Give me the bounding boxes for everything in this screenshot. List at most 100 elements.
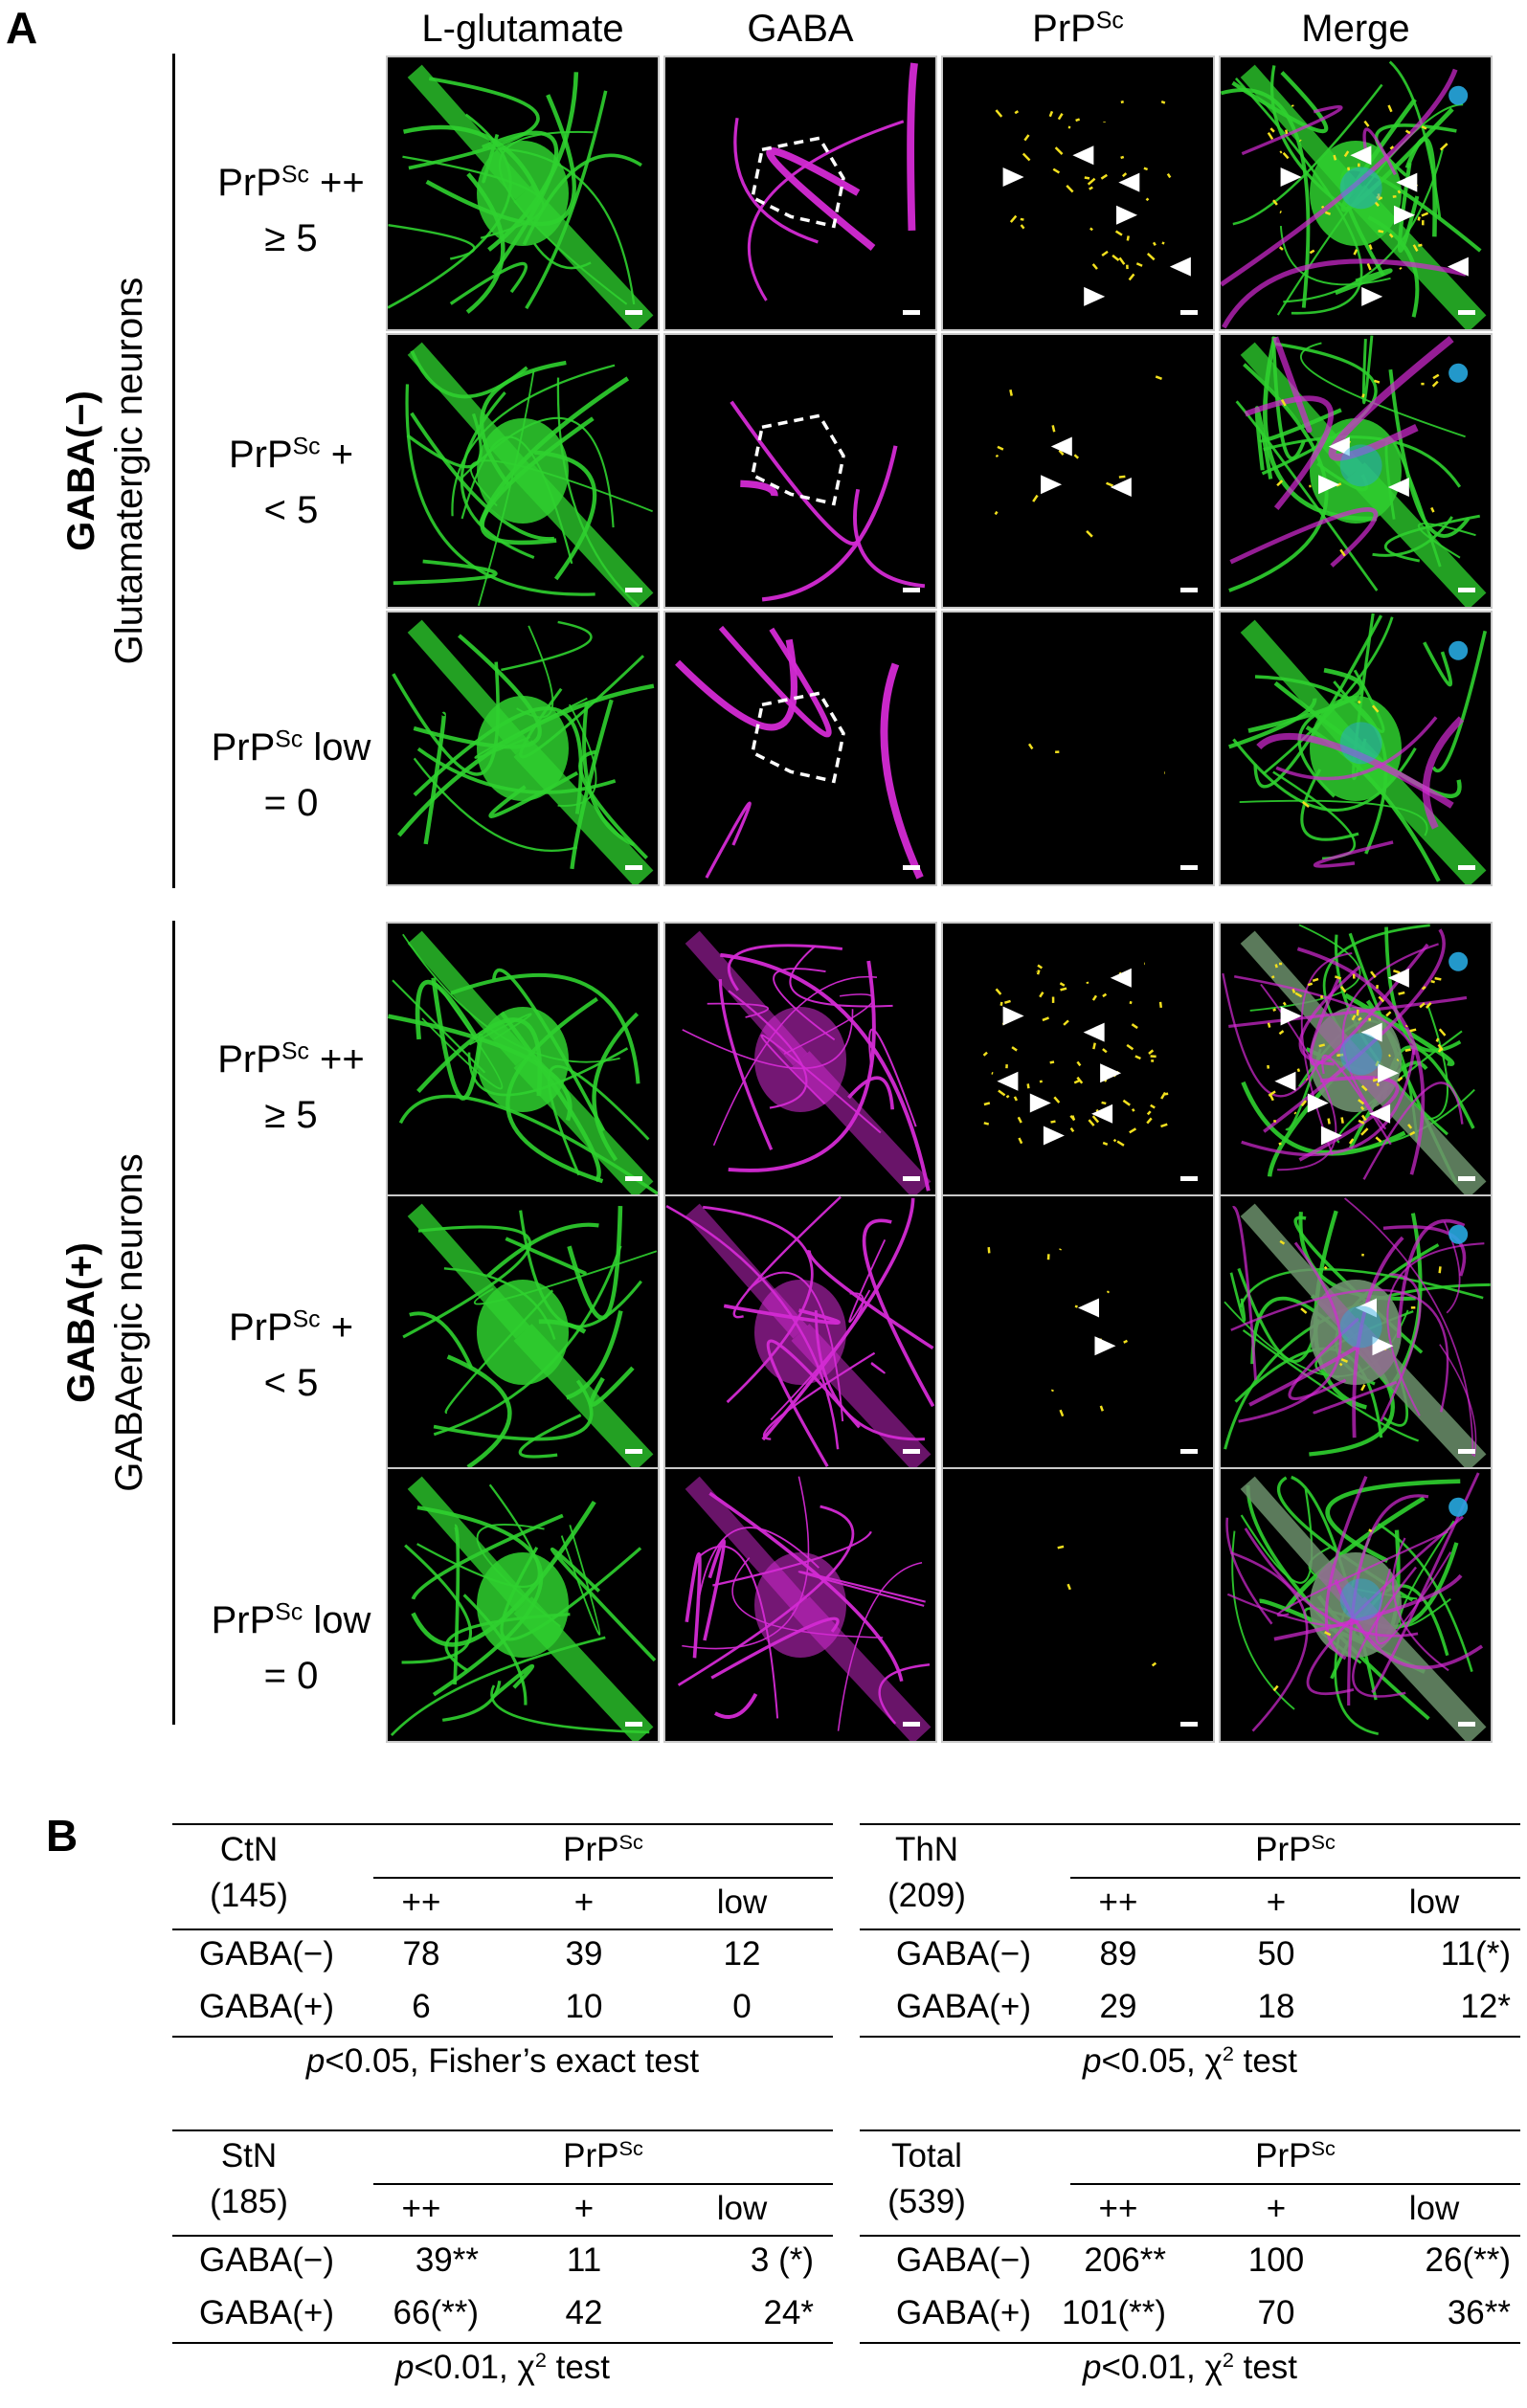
micrograph-gaba-row2 [665, 335, 935, 607]
micrograph-image [1221, 924, 1491, 1195]
column-header-merge: Merge [1301, 8, 1410, 50]
subheader: low [1408, 1884, 1460, 1921]
table-cell: 101(**) [1062, 2294, 1166, 2331]
micrograph-image [1221, 1469, 1491, 1741]
micrograph-glutamate-row6 [388, 1469, 658, 1741]
column-header-prpsc: PrPSc [1032, 8, 1124, 50]
micrograph-image [388, 613, 658, 884]
table-cell: 24* [763, 2294, 814, 2331]
group-subtitle: Glutamatergic neurons [108, 277, 150, 665]
subheader: low [716, 1884, 768, 1921]
micrograph-glutamate-row4 [388, 924, 658, 1195]
micrograph-glutamate-row1 [388, 57, 658, 329]
table-cell: 70 [1257, 2294, 1295, 2331]
micrograph-image [665, 613, 935, 884]
micrograph-image [943, 613, 1213, 884]
table-cell: 66(**) [393, 2294, 479, 2331]
column-header-gaba: GABA [747, 8, 854, 50]
group-bracket-gaba-pos [172, 921, 175, 1725]
table-cell: 0 [732, 1988, 752, 2025]
table-count: (209) [887, 1877, 966, 1914]
group-title: GABA(+) [60, 1242, 102, 1403]
table-cell: 11 [566, 2241, 602, 2279]
row-label-g1-r3: PrPSc low = 0 [211, 726, 371, 824]
row-label-g1-r2: PrPSc + < 5 [228, 434, 354, 531]
panel-b-letter: B [46, 1811, 79, 1861]
micrograph-glutamate-row5 [388, 1196, 658, 1468]
table-cell: 11(*) [1440, 1935, 1511, 1973]
group-label-gaba-neg: GABA(−) Glutamatergic neurons [38, 107, 172, 835]
micrograph-image [388, 924, 658, 1195]
table-count: (539) [887, 2183, 966, 2220]
micrograph-prpsc-row3 [943, 613, 1213, 884]
micrograph-image [665, 924, 935, 1195]
table-cell: 39 [565, 1935, 603, 1973]
subheader: + [1266, 2190, 1287, 2227]
subheader: low [1408, 2190, 1460, 2227]
micrograph-prpsc-row6 [943, 1469, 1213, 1741]
micrograph-prpsc-row1 [943, 57, 1213, 329]
row-label: GABA(−) [199, 1935, 335, 1973]
table-test-note: p<0.01, χ2 test [394, 2348, 611, 2386]
table-cell: 50 [1257, 1935, 1295, 1973]
row-label: GABA(+) [199, 1988, 335, 2025]
micrograph-image [1221, 57, 1491, 329]
micrograph-prpsc-row5 [943, 1196, 1213, 1468]
stats-table-stn: StN (185) PrPSc ++ + low GABA(−) 39** 11… [172, 2129, 833, 2407]
row-label: GABA(−) [896, 2241, 1032, 2279]
micrograph-image [388, 1196, 658, 1468]
micrograph-prpsc-row2 [943, 335, 1213, 607]
table-cell: 18 [1257, 1988, 1295, 2025]
table-header-prpsc: PrPSc [1255, 2136, 1336, 2174]
table-cell: 12 [723, 1935, 761, 1973]
micrograph-image [1221, 613, 1491, 884]
micrograph-merge-row1 [1221, 57, 1491, 329]
micrograph-image [388, 1469, 658, 1741]
micrograph-gaba-row4 [665, 924, 935, 1195]
table-cell: 206** [1084, 2241, 1166, 2279]
micrograph-image [665, 1196, 935, 1468]
subheader: + [573, 2190, 595, 2227]
table-cell: 26(**) [1425, 2241, 1511, 2279]
table-cell: 42 [565, 2294, 603, 2331]
micrograph-merge-row4 [1221, 924, 1491, 1195]
row-label-g2-r3: PrPSc low = 0 [211, 1599, 371, 1697]
row-label: GABA(+) [896, 2294, 1032, 2331]
row-label: GABA(+) [896, 1988, 1032, 2025]
group-bracket-gaba-neg [172, 54, 175, 888]
table-region: CtN [219, 1831, 279, 1868]
subheader: ++ [401, 1884, 441, 1921]
table-cell: 12* [1460, 1988, 1511, 2025]
table-cell: 36** [1447, 2294, 1511, 2331]
micrograph-image [943, 1469, 1213, 1741]
micrograph-merge-row5 [1221, 1196, 1491, 1468]
table-count: (145) [210, 1877, 288, 1914]
micrograph-merge-row6 [1221, 1469, 1491, 1741]
table-region: ThN [894, 1831, 959, 1868]
table-cell: 10 [565, 1988, 603, 2025]
table-region: Total [891, 2137, 962, 2174]
table-cell: 89 [1099, 1935, 1137, 1973]
subheader: + [573, 1884, 595, 1921]
micrograph-image [943, 57, 1213, 329]
column-header-glutamate: L-glutamate [421, 8, 624, 50]
micrograph-glutamate-row2 [388, 335, 658, 607]
row-label-g2-r2: PrPSc + < 5 [228, 1306, 354, 1404]
micrograph-image [943, 335, 1213, 607]
group-subtitle: GABAergic neurons [108, 1153, 150, 1492]
row-label: GABA(−) [199, 2241, 335, 2279]
micrograph-image [665, 57, 935, 329]
table-header-prpsc: PrPSc [563, 1830, 643, 1868]
table-region: StN [220, 2137, 278, 2174]
table-header-prpsc: PrPSc [563, 2136, 643, 2174]
table-cell: 3 (*) [750, 2241, 814, 2279]
table-test-note: p<0.01, χ2 test [1082, 2348, 1298, 2386]
micrograph-image [1221, 1196, 1491, 1468]
table-header-prpsc: PrPSc [1255, 1830, 1336, 1868]
micrograph-gaba-row3 [665, 613, 935, 884]
micrograph-merge-row3 [1221, 613, 1491, 884]
micrograph-image [665, 1469, 935, 1741]
table-cell: 6 [412, 1988, 431, 2025]
table-test-note: p<0.05, χ2 test [1082, 2041, 1298, 2080]
row-label: GABA(−) [896, 1935, 1032, 1973]
